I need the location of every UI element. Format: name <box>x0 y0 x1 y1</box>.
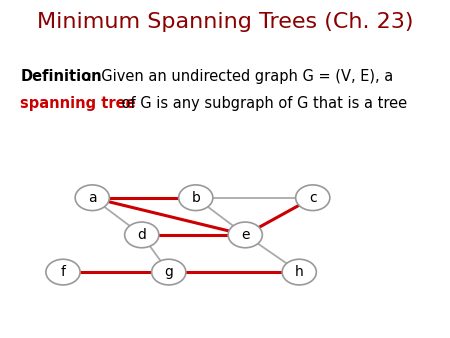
Circle shape <box>296 185 330 211</box>
Text: Definition: Definition <box>20 69 102 84</box>
Text: a: a <box>88 191 97 205</box>
Circle shape <box>228 222 262 248</box>
Text: b: b <box>191 191 200 205</box>
Text: g: g <box>164 265 173 279</box>
Text: :  Given an undirected graph G = (V, E), a: : Given an undirected graph G = (V, E), … <box>87 69 393 84</box>
Circle shape <box>125 222 159 248</box>
Circle shape <box>46 259 80 285</box>
Circle shape <box>75 185 109 211</box>
Text: f: f <box>60 265 66 279</box>
Text: spanning tree: spanning tree <box>20 96 136 111</box>
Text: e: e <box>241 228 249 242</box>
Text: of G is any subgraph of G that is a tree: of G is any subgraph of G that is a tree <box>117 96 407 111</box>
Circle shape <box>179 185 213 211</box>
Circle shape <box>152 259 186 285</box>
Circle shape <box>282 259 316 285</box>
Text: h: h <box>295 265 304 279</box>
Text: c: c <box>309 191 316 205</box>
Text: Minimum Spanning Trees (Ch. 23): Minimum Spanning Trees (Ch. 23) <box>37 12 413 32</box>
Text: d: d <box>137 228 146 242</box>
